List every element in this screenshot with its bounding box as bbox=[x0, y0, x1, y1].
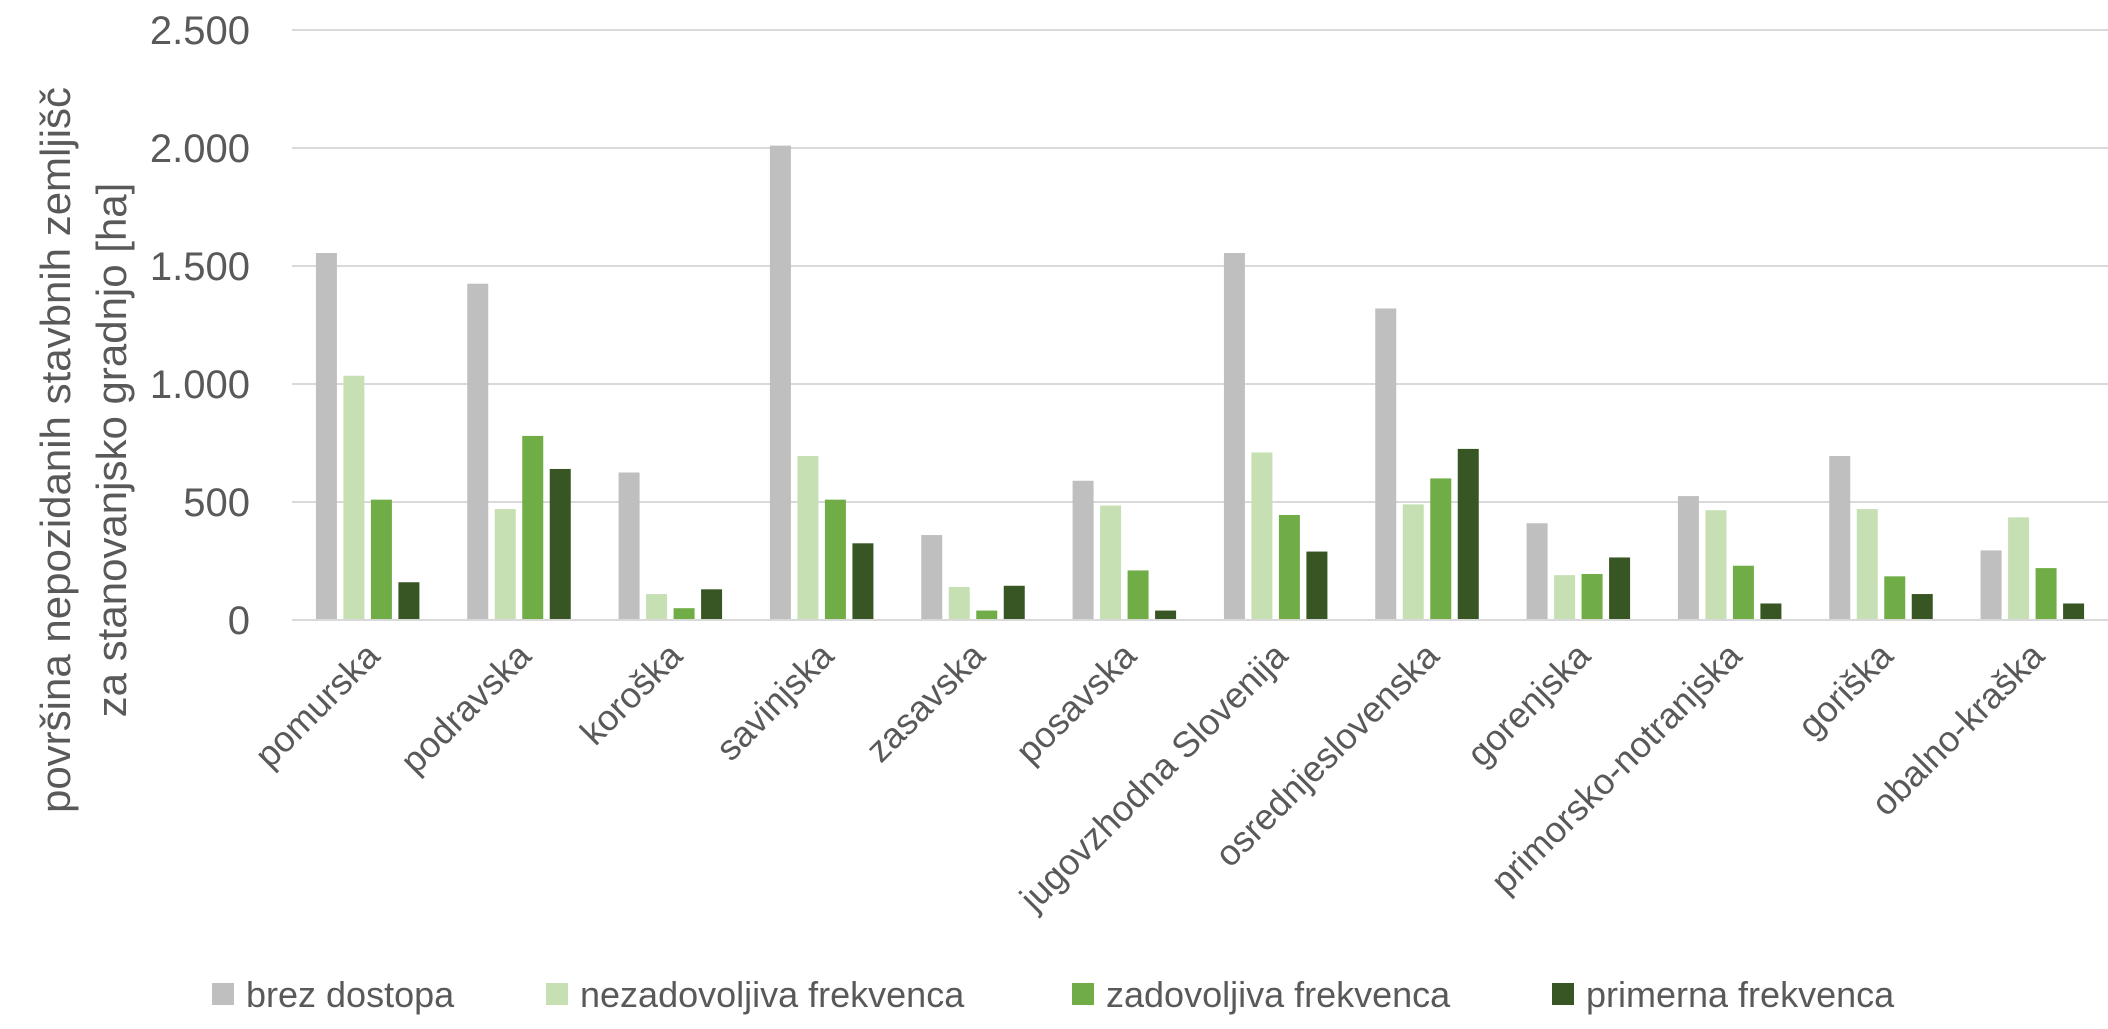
x-axis-ticks: pomurska podravska koroška savinjska zasavsk… bbox=[247, 634, 2053, 919]
bar bbox=[1581, 573, 1603, 620]
legend-label: zadovoljiva frekvenca bbox=[1106, 974, 1451, 1015]
x-tick-label: savinjska bbox=[708, 634, 842, 768]
bar bbox=[769, 145, 791, 620]
bar bbox=[549, 468, 571, 620]
bar bbox=[1375, 308, 1397, 620]
bar bbox=[1306, 551, 1328, 620]
y-axis-ticks: 0 500 1.000 1.500 2.000 2.500 bbox=[150, 9, 250, 643]
bar bbox=[1554, 575, 1576, 620]
legend-swatch bbox=[1552, 983, 1574, 1005]
y-tick-label: 500 bbox=[183, 481, 250, 525]
bar bbox=[824, 499, 846, 620]
bar bbox=[1884, 576, 1906, 620]
legend-label: brez dostopa bbox=[246, 974, 455, 1015]
bar bbox=[467, 283, 489, 620]
bar bbox=[2008, 517, 2030, 620]
x-tick-label: podravska bbox=[392, 634, 539, 781]
bar bbox=[1677, 496, 1699, 620]
bar bbox=[1127, 570, 1149, 620]
x-tick-label: pomurska bbox=[247, 634, 388, 775]
y-tick-label: 0 bbox=[228, 599, 250, 643]
y-axis-label-line-1: površina nepozidanih stavbnih zemljišč bbox=[32, 87, 79, 813]
bar bbox=[1402, 504, 1424, 620]
legend-swatch bbox=[1072, 983, 1094, 1005]
legend-swatch bbox=[546, 983, 568, 1005]
bar bbox=[1609, 557, 1631, 620]
x-tick-label: zasavska bbox=[858, 634, 994, 770]
bar bbox=[1829, 455, 1851, 620]
bar bbox=[1980, 550, 2002, 620]
bar bbox=[976, 610, 998, 620]
bar bbox=[494, 509, 516, 620]
bar bbox=[1155, 610, 1177, 620]
x-tick-label: goriška bbox=[1790, 634, 1902, 746]
bar bbox=[1003, 585, 1025, 620]
bar bbox=[522, 435, 544, 620]
x-tick-label: jugovzhodna Slovenija bbox=[1011, 634, 1296, 919]
y-axis-label-line-2: za stanovanjsko gradnjo [ha] bbox=[88, 183, 135, 718]
y-tick-label: 2.500 bbox=[150, 9, 250, 53]
bar bbox=[797, 455, 819, 620]
bar bbox=[1911, 594, 1933, 620]
legend-label: nezadovoljiva frekvenca bbox=[580, 974, 965, 1015]
bar bbox=[1457, 448, 1479, 620]
bar bbox=[1732, 565, 1754, 620]
y-axis-label: površina nepozidanih stavbnih zemljišč z… bbox=[32, 87, 135, 813]
bar bbox=[398, 582, 420, 620]
bar bbox=[1760, 603, 1782, 620]
bar bbox=[646, 594, 668, 620]
bar bbox=[673, 608, 695, 620]
legend: brez dostopa nezadovoljiva frekvenca zadov… bbox=[212, 974, 1895, 1015]
bar bbox=[921, 535, 943, 620]
bar bbox=[852, 543, 874, 620]
bar bbox=[701, 589, 723, 620]
bar bbox=[1856, 509, 1878, 620]
gridlines bbox=[292, 29, 2108, 503]
bar bbox=[1223, 253, 1245, 620]
bar bbox=[1100, 505, 1122, 620]
bar bbox=[370, 499, 392, 620]
bar bbox=[2063, 603, 2085, 620]
y-tick-label: 1.000 bbox=[150, 363, 250, 407]
bar bbox=[1072, 480, 1094, 620]
legend-swatch bbox=[212, 983, 234, 1005]
bar bbox=[1526, 523, 1548, 620]
bars bbox=[315, 145, 2085, 620]
bar bbox=[1278, 514, 1300, 620]
bar bbox=[1705, 510, 1727, 620]
bar bbox=[618, 472, 640, 620]
y-tick-label: 2.000 bbox=[150, 127, 250, 171]
x-tick-label: koroška bbox=[572, 634, 691, 753]
x-tick-label: primorsko-notranjska bbox=[1483, 634, 1750, 901]
bar bbox=[948, 586, 970, 620]
bar bbox=[1251, 452, 1273, 620]
bar bbox=[2035, 568, 2057, 620]
x-tick-label: posavska bbox=[1007, 634, 1144, 771]
legend-label: primerna frekvenca bbox=[1586, 974, 1895, 1015]
y-tick-label: 1.500 bbox=[150, 245, 250, 289]
x-tick-label: gorenjska bbox=[1459, 634, 1599, 774]
bar bbox=[343, 375, 365, 620]
bar bbox=[1430, 478, 1452, 620]
bar bbox=[315, 253, 337, 620]
